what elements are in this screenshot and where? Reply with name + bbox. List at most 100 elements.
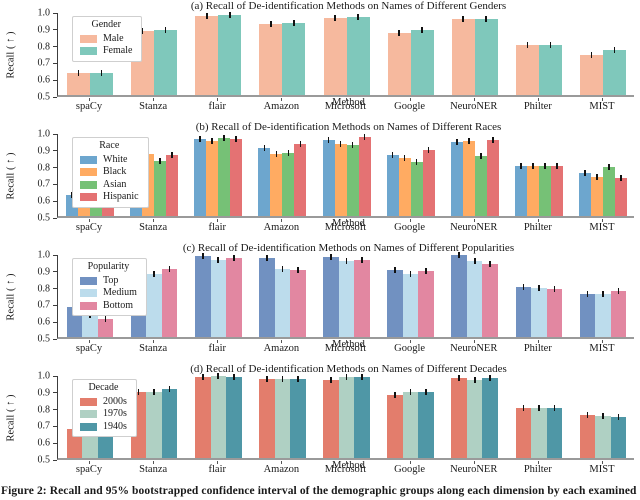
bar-Amazon-Medium bbox=[274, 268, 291, 337]
bar-NeuroNER-1970s bbox=[466, 379, 483, 458]
bar-Philter-Bottom bbox=[546, 289, 563, 337]
x-tick-mark bbox=[281, 98, 283, 101]
bar-Microsoft-Top bbox=[323, 257, 339, 337]
bar-Microsoft-Black bbox=[334, 143, 347, 216]
y-tick-label: 0.8 bbox=[37, 41, 51, 53]
error-bar bbox=[532, 162, 534, 169]
legend-entry-Male: Male bbox=[80, 33, 132, 46]
bar-Google-Asian bbox=[410, 162, 423, 216]
error-bar bbox=[485, 15, 488, 22]
y-tick-mark bbox=[53, 409, 57, 411]
bar-Google-Female bbox=[410, 30, 434, 95]
bar-flair-Medium bbox=[210, 259, 227, 337]
legend-label: Top bbox=[103, 274, 119, 286]
x-tick-mark bbox=[537, 98, 539, 101]
x-tick-label-Google: Google bbox=[394, 343, 426, 354]
legend-entry-2000s: 2000s bbox=[80, 396, 127, 409]
x-tick-label-Stanza: Stanza bbox=[139, 101, 168, 112]
error-bar bbox=[479, 153, 482, 160]
error-bar bbox=[281, 265, 284, 272]
legend-swatch-icon bbox=[80, 276, 97, 285]
plot-area-a: 1.0 0.9 0.8 0.7 0.6 0.5 Gender Male Female bbox=[38, 8, 634, 103]
error-bar bbox=[205, 13, 208, 20]
x-tick-label-NeuroNER: NeuroNER bbox=[450, 222, 498, 233]
error-bar bbox=[334, 14, 336, 21]
y-tick-mark bbox=[53, 96, 57, 98]
x-tick-label-Google: Google bbox=[394, 222, 426, 233]
x-tick-label-Stanza: Stanza bbox=[139, 222, 168, 233]
bar-Philter-Male bbox=[515, 44, 539, 95]
bar-Microsoft-White bbox=[322, 140, 335, 216]
x-tick-label-NeuroNER: NeuroNER bbox=[450, 101, 498, 112]
legend-swatch-icon bbox=[80, 397, 97, 406]
x-tick-mark bbox=[345, 219, 347, 222]
x-tick-mark bbox=[217, 340, 219, 343]
x-tick-mark bbox=[537, 340, 539, 343]
error-bar bbox=[159, 157, 161, 164]
bar-Amazon-Top bbox=[259, 258, 275, 337]
error-bar bbox=[391, 151, 394, 158]
error-bar bbox=[403, 155, 406, 162]
x-tick-mark bbox=[345, 461, 347, 464]
legend-entry-Asian: Asian bbox=[80, 179, 139, 192]
bar-Philter-1970s bbox=[531, 408, 547, 458]
legend-entry-1970s: 1970s bbox=[80, 408, 127, 421]
x-tick-label-NeuroNER: NeuroNER bbox=[450, 343, 498, 354]
bar-NeuroNER-Bottom bbox=[482, 263, 498, 337]
x-tick-label-Philter: Philter bbox=[523, 343, 552, 354]
bar-Google-2000s bbox=[387, 395, 403, 458]
x-tick-mark bbox=[601, 340, 603, 343]
error-bar bbox=[232, 255, 235, 262]
x-tick-label-Amazon: Amazon bbox=[263, 101, 300, 112]
legend-entry-Top: Top bbox=[80, 275, 137, 288]
error-bar bbox=[168, 265, 171, 272]
x-tick-mark bbox=[89, 340, 91, 343]
error-bar bbox=[232, 373, 235, 380]
legend-label: 2000s bbox=[103, 395, 127, 407]
legend-label: 1940s bbox=[103, 420, 127, 432]
x-tick-mark bbox=[89, 461, 91, 464]
y-tick-mark bbox=[53, 62, 57, 64]
chart-title-c: (c) Recall of De-identification Methods … bbox=[182, 242, 515, 254]
x-tick-label-Stanza: Stanza bbox=[139, 343, 168, 354]
subplot-stack: (a) Recall of De-identification Methods … bbox=[0, 0, 640, 475]
y-tick-mark bbox=[53, 167, 57, 169]
bar-MIST-Black bbox=[590, 177, 603, 216]
error-bar bbox=[345, 374, 348, 381]
bar-Amazon-Black bbox=[270, 153, 283, 216]
bar-spaCy-Bottom bbox=[97, 319, 114, 337]
error-bar bbox=[263, 144, 266, 151]
x-tick-label-MIST: MIST bbox=[589, 101, 615, 112]
error-bar bbox=[164, 27, 167, 34]
x-tick-label-flair: flair bbox=[208, 101, 227, 112]
error-bar bbox=[462, 15, 465, 22]
x-tick-mark bbox=[153, 461, 155, 464]
legend-entry-Hispanic: Hispanic bbox=[80, 191, 139, 204]
bar-NeuroNER-Hispanic bbox=[486, 139, 499, 216]
error-bar bbox=[275, 150, 278, 157]
x-tick-mark bbox=[473, 461, 475, 464]
bar-Philter-White bbox=[514, 165, 527, 216]
error-bar bbox=[520, 162, 522, 169]
x-tick-mark bbox=[409, 98, 411, 101]
bar-Philter-Medium bbox=[531, 288, 547, 337]
y-tick-label: 1.0 bbox=[37, 249, 51, 261]
error-bar bbox=[584, 170, 586, 177]
x-tick-label-spaCy: spaCy bbox=[75, 222, 103, 233]
y-tick-mark bbox=[53, 338, 57, 340]
legend-label: Asian bbox=[103, 178, 127, 190]
subplot-b: (b) Recall of De-identification Methods … bbox=[0, 121, 640, 242]
error-bar bbox=[549, 41, 552, 48]
legend-label: White bbox=[103, 153, 128, 165]
error-bar bbox=[199, 135, 202, 142]
x-tick-mark bbox=[601, 461, 603, 464]
error-bar bbox=[491, 136, 494, 143]
bar-Microsoft-Asian bbox=[346, 144, 359, 216]
error-bar bbox=[361, 374, 363, 381]
plot-wrap: spaCy Stanza flair Amazon Microsoft Google Neu… bbox=[38, 8, 634, 112]
error-bar bbox=[409, 271, 412, 277]
y-tick-mark bbox=[53, 150, 57, 152]
y-tick-label: 0.8 bbox=[37, 404, 51, 416]
error-bar bbox=[266, 376, 268, 383]
bar-Microsoft-Male bbox=[323, 17, 347, 95]
